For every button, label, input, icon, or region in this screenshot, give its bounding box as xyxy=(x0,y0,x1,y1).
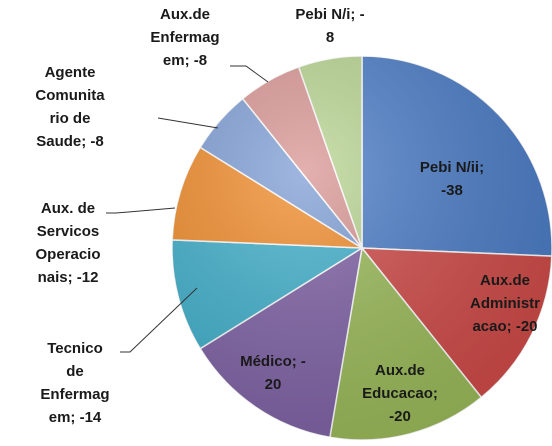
label-line: Comunita xyxy=(35,87,105,104)
data-label: Aux.de Educacao; -20 xyxy=(362,362,438,425)
data-label: Agente Comunita rio de Saude; -8 xyxy=(35,64,105,150)
label-line: 20 xyxy=(265,376,282,393)
label-line: Saude; -8 xyxy=(36,133,104,150)
label-line: Pebi N/i; - xyxy=(295,6,364,23)
pie-slice xyxy=(361,55,552,257)
label-line: Educacao; xyxy=(362,385,438,402)
label-line: -20 xyxy=(389,408,411,425)
leader-line xyxy=(106,207,176,214)
label-line: rio de xyxy=(50,110,91,127)
data-label: Tecnico de Enfermag em; -14 xyxy=(40,340,109,426)
label-line: acao; -20 xyxy=(472,318,537,335)
label-line: Tecnico xyxy=(47,340,103,357)
label-line: Aux.de xyxy=(160,6,210,23)
label-line: nais; -12 xyxy=(38,269,99,286)
data-label: Aux.de Administr acao; -20 xyxy=(470,272,540,335)
data-label: Pebi N/ii; -38 xyxy=(420,159,484,199)
data-label: Médico; - 20 xyxy=(240,353,306,393)
label-line: Enfermag xyxy=(40,386,109,403)
leader-line xyxy=(230,65,269,83)
label-line: Administr xyxy=(470,295,540,312)
label-line: Operacio xyxy=(35,246,100,263)
label-line: -38 xyxy=(441,182,463,199)
data-label: Aux.de Enfermag em; -8 xyxy=(150,6,219,69)
label-line: de xyxy=(66,363,84,380)
data-label: Aux. de Servicos Operacio nais; -12 xyxy=(35,200,100,286)
label-line: 8 xyxy=(326,29,334,46)
label-line: Pebi N/ii; xyxy=(420,159,484,176)
leader-line xyxy=(157,117,219,129)
label-line: em; -14 xyxy=(49,409,102,426)
label-line: Médico; - xyxy=(240,353,306,370)
label-line: Agente xyxy=(45,64,96,81)
data-label: Pebi N/i; - 8 xyxy=(295,6,364,46)
label-line: Aux.de xyxy=(480,272,530,289)
label-line: Enfermag xyxy=(150,29,219,46)
label-line: Servicos xyxy=(37,223,100,240)
leader-line xyxy=(120,287,198,353)
label-line: em; -8 xyxy=(163,52,207,69)
label-line: Aux.de xyxy=(375,362,425,379)
label-line: Aux. de xyxy=(41,200,95,217)
